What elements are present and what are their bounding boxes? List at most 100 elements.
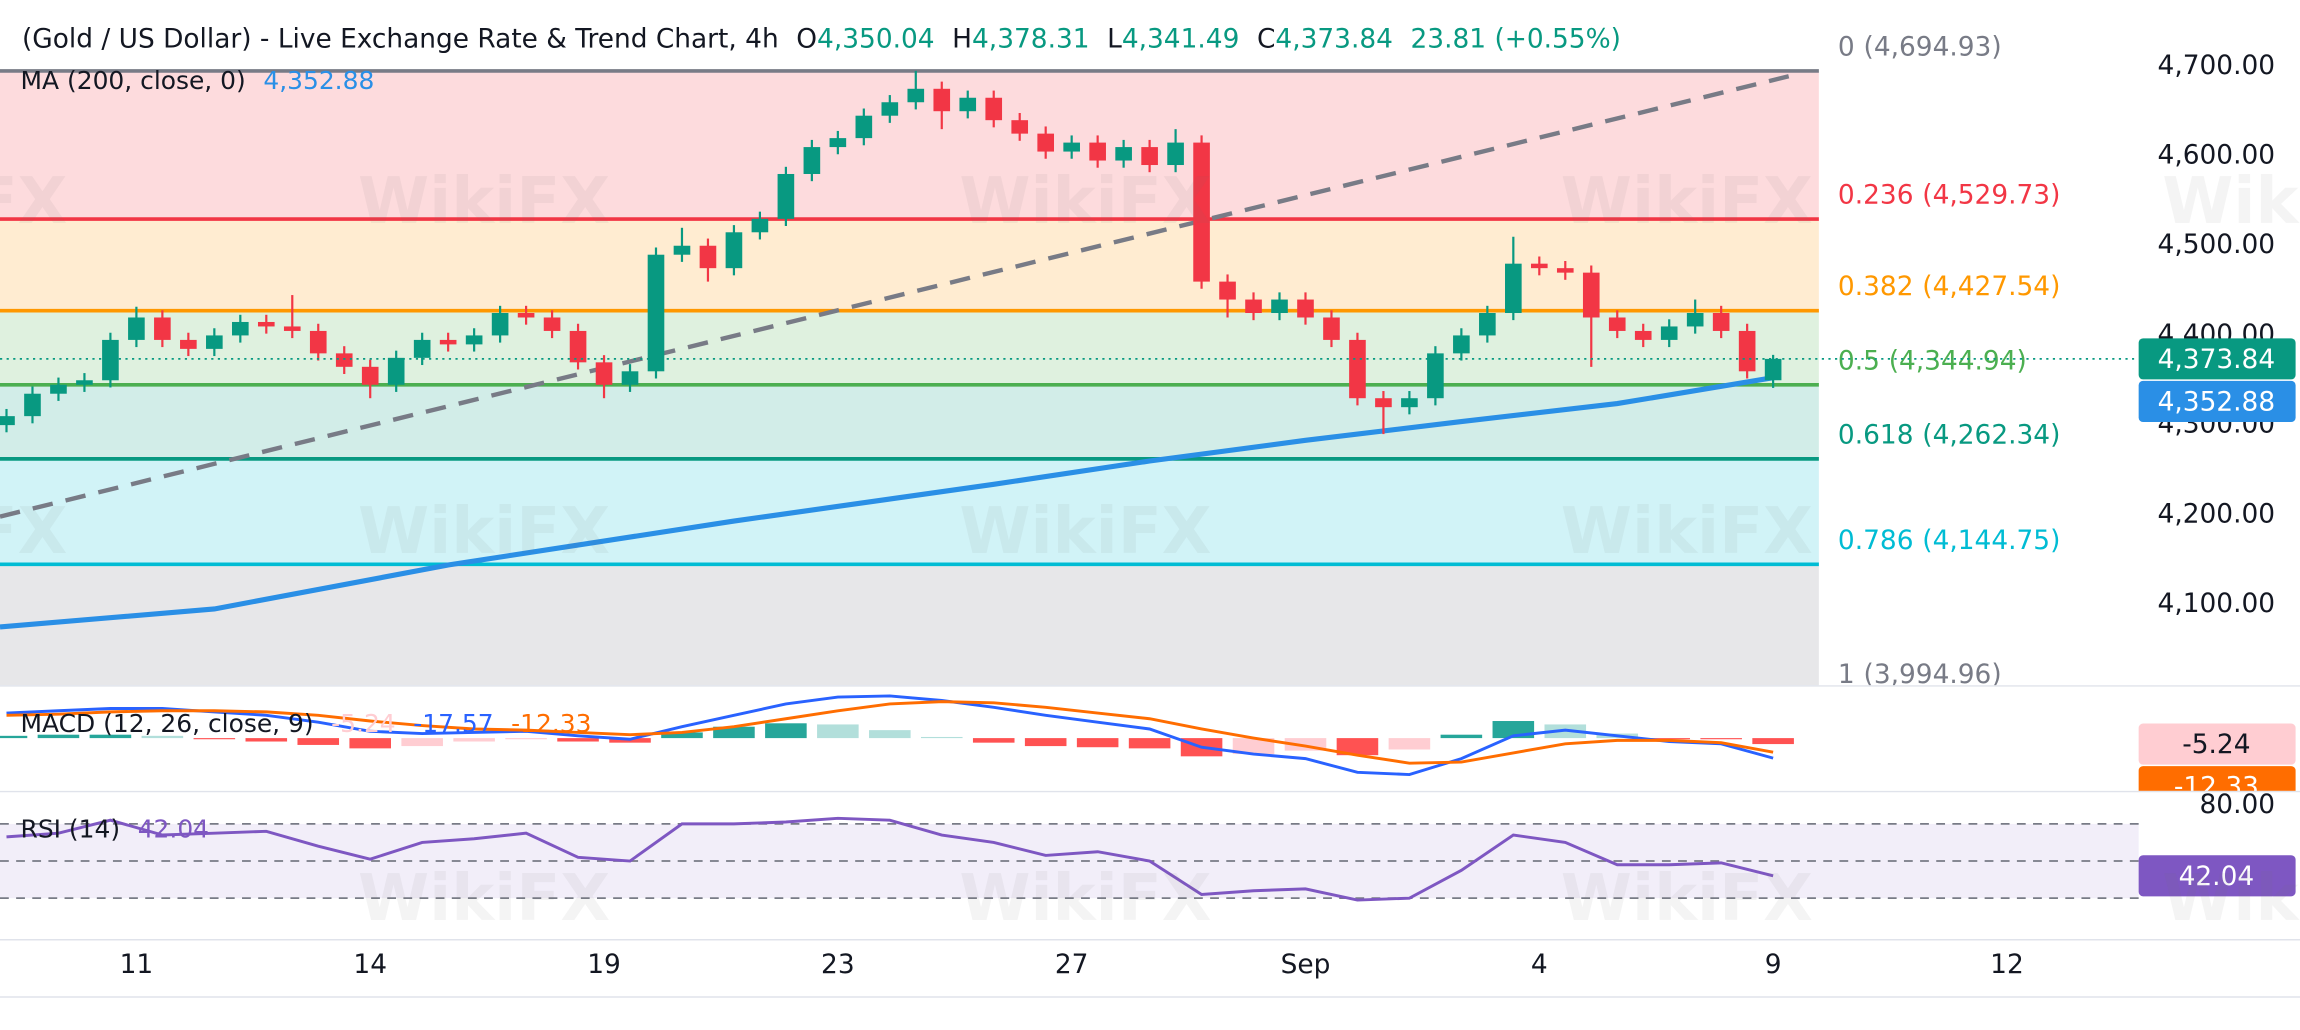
candle-body (1349, 339, 1366, 399)
macd-histogram-bar (401, 738, 443, 747)
macd-histogram-bar (297, 738, 340, 745)
ohlc-value: 4,341.49 (1122, 23, 1240, 54)
x-tick-label: 14 (353, 949, 387, 980)
candle-body (1686, 313, 1704, 327)
y-tick-label: 4,100.00 (2158, 588, 2276, 619)
fib-level: 0 (1838, 31, 1855, 62)
fib-price: (4,529.73) (1922, 179, 2060, 210)
histogram-tag-bg (2138, 723, 2296, 765)
fib-label: 1 (3,994.96) (1838, 659, 2002, 690)
candle-body (803, 147, 821, 174)
candle-body (751, 218, 769, 233)
candle-body (387, 357, 405, 385)
candle-body (1375, 398, 1392, 408)
candle-body (1037, 133, 1055, 152)
candle-body (1011, 120, 1029, 134)
candle-body (1323, 317, 1340, 340)
candle-body (907, 88, 925, 103)
macd-histogram-bar (920, 736, 963, 739)
watermark: WikiFX (358, 861, 610, 936)
last-price-tag-bg (2138, 338, 2296, 380)
candle-body (439, 339, 457, 345)
candle-body (1556, 268, 1574, 273)
candle-body (1764, 358, 1782, 381)
candle-body (621, 371, 639, 385)
candle-body (959, 97, 977, 112)
macd-histogram-bar (37, 734, 80, 739)
ma-line (0, 375, 1774, 630)
macd-histogram-bar (765, 723, 807, 739)
watermark: WikiFX (959, 861, 1211, 936)
macd-histogram-bar (349, 738, 391, 749)
fib-zone (0, 310, 1819, 385)
trend-line (0, 74, 1790, 519)
watermark: WikiFX (0, 164, 67, 239)
fib-price: (3,994.96) (1864, 659, 2002, 690)
rsi-name: RSI (14) (21, 814, 121, 843)
macd-histogram-bar (1024, 738, 1067, 747)
candle-body (361, 366, 379, 385)
candle-body (76, 380, 93, 385)
fib-label: 0.382 (4,427.54) (1838, 271, 2060, 302)
fib-label: 0.5 (4,344.94) (1838, 345, 2027, 376)
candle-body (0, 416, 15, 426)
fib-level: 0.618 (1838, 419, 1914, 450)
fib-level: 0.786 (1838, 524, 1914, 555)
macd-histogram-bar (1648, 738, 1690, 740)
candle-body (465, 335, 483, 345)
y-tick-label: 4,600.00 (2158, 140, 2276, 171)
candle-body (1582, 272, 1600, 318)
ohlc-label: C (1257, 23, 1275, 54)
rsi-tick-label: 80.00 (2200, 789, 2276, 820)
macd-histogram-bar (1128, 738, 1171, 749)
macd-histogram-bar (713, 726, 755, 739)
rsi-legend: RSI (14) 42.04 (21, 814, 210, 843)
signal-tag: -12.33 (2174, 772, 2259, 803)
candle-body (206, 335, 223, 349)
fib-price: (4,694.93) (1864, 31, 2002, 62)
fib-zone (0, 564, 1819, 686)
header-title: (Gold / US Dollar) - Live Exchange Rate … (22, 23, 779, 54)
rsi-value: 42.04 (138, 814, 209, 843)
fib-label: 0.618 (4,262.34) (1838, 419, 2060, 450)
x-tick-label: 4 (1531, 949, 1548, 980)
candle-body (1167, 142, 1184, 166)
macd-histogram-bar (1388, 738, 1431, 750)
x-tick-label: 9 (1765, 949, 1782, 980)
macd-histogram-bar (1440, 734, 1483, 739)
candle-body (1089, 142, 1106, 161)
candle-body (647, 254, 665, 372)
candle-body (180, 339, 197, 349)
candle-body (491, 313, 509, 336)
candle-body (50, 384, 67, 394)
fib-zone (0, 458, 1819, 565)
macd-name: MACD (12, 26, close, 9) (21, 709, 314, 738)
fib-level: 0.236 (1838, 179, 1914, 210)
macd-histogram-bar (141, 735, 184, 739)
x-tick-label: Sep (1281, 949, 1331, 980)
ma-legend: MA (200, close, 0) 4,352.88 (21, 66, 375, 95)
histogram-value: -5.24 (331, 709, 395, 738)
candle-body (673, 245, 691, 255)
fib-price: (4,344.94) (1889, 345, 2027, 376)
main-panel: 0 (4,694.93) 0.236 (4,529.73) 0.382 (4,427.54… (0, 31, 2135, 690)
fib-level: 1 (1838, 659, 1855, 690)
watermark: WikiFX (0, 494, 67, 569)
y-tick-label: 4,700.00 (2158, 50, 2276, 81)
candle-body (154, 317, 171, 340)
candle-body (1245, 299, 1262, 314)
candle-body (24, 393, 41, 417)
rsi-line (6, 816, 1774, 902)
candle-body (1063, 142, 1080, 152)
macd-histogram-bar (1752, 738, 1794, 745)
x-tick-label: 23 (821, 949, 855, 980)
macd-histogram-bar (817, 724, 859, 739)
x-tick-label: 12 (1990, 949, 2024, 980)
macd-histogram-bar (557, 738, 599, 742)
ma-price-tag-bg (2138, 380, 2296, 422)
macd-histogram-bar (89, 734, 132, 739)
macd-histogram-bar (0, 735, 28, 739)
macd-histogram-bar (245, 738, 288, 742)
candle-body (1712, 313, 1730, 331)
